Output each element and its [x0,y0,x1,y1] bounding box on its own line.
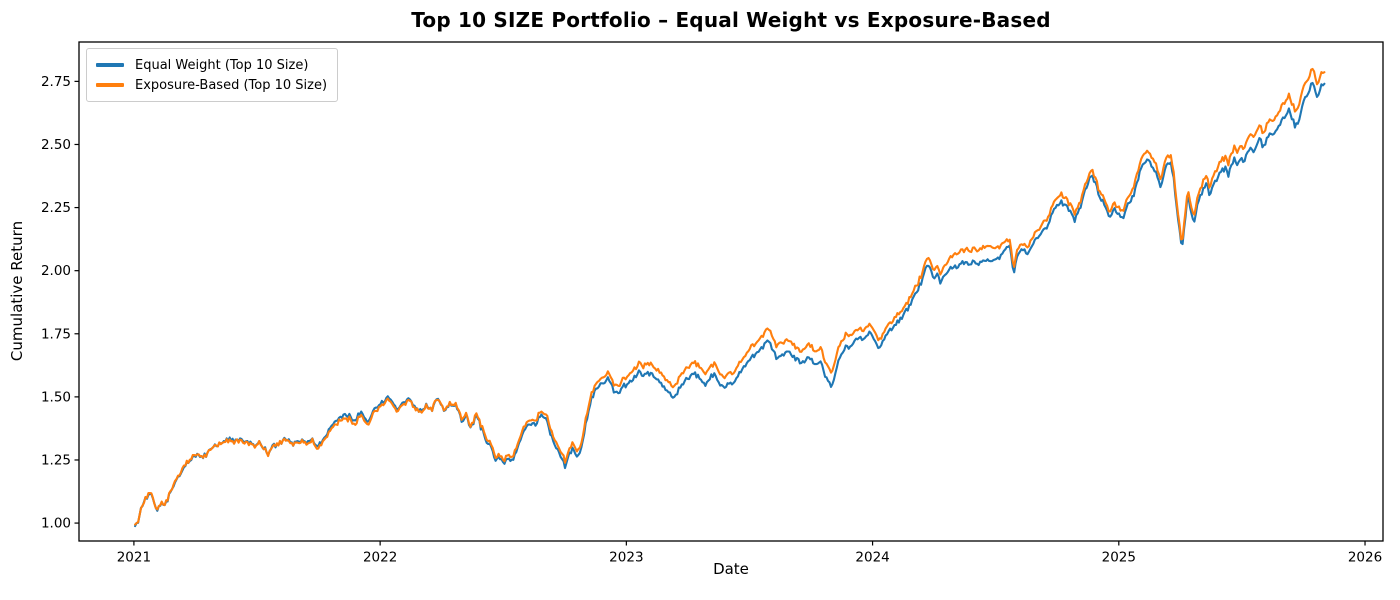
x-tick-label: 2021 [117,550,151,566]
y-tick-label: 1.25 [41,452,71,468]
series-line-equal-weight [134,81,1326,528]
x-axis-label: Date [713,560,749,578]
axis-ticks: 2021 2022 2023 2024 2025 2026 1.00 1.25 1.50 1.75… [41,74,1382,566]
x-tick-label: 2025 [1102,550,1136,566]
y-tick-label: 2.00 [41,263,71,279]
chart-title: Top 10 SIZE Portfolio – Equal Weight vs … [411,8,1051,32]
y-tick-label: 2.25 [41,200,71,216]
series-line-exposure-based [134,67,1326,526]
y-tick-label: 1.00 [41,516,71,532]
legend-item-equal-weight: Equal Weight (Top 10 Size) [96,55,327,75]
y-tick-label: 1.50 [41,389,71,405]
y-tick-label: 2.75 [41,74,71,90]
y-tick-label: 1.75 [41,326,71,342]
legend-label: Exposure-Based (Top 10 Size) [135,77,328,93]
legend-label: Equal Weight (Top 10 Size) [135,57,309,73]
plot-border [78,41,1384,542]
legend-item-exposure-based: Exposure-Based (Top 10 Size) [96,75,327,95]
y-tick-label: 2.50 [41,137,71,153]
legend-line-swatch-blue [96,63,124,67]
x-tick-label: 2022 [363,550,397,566]
x-tick-label: 2023 [609,550,643,566]
x-tick-label: 2026 [1348,550,1382,566]
legend-line-swatch-orange [96,83,124,87]
x-tick-label: 2024 [855,550,889,566]
legend-box: Equal Weight (Top 10 Size) Exposure-Base… [86,48,339,102]
